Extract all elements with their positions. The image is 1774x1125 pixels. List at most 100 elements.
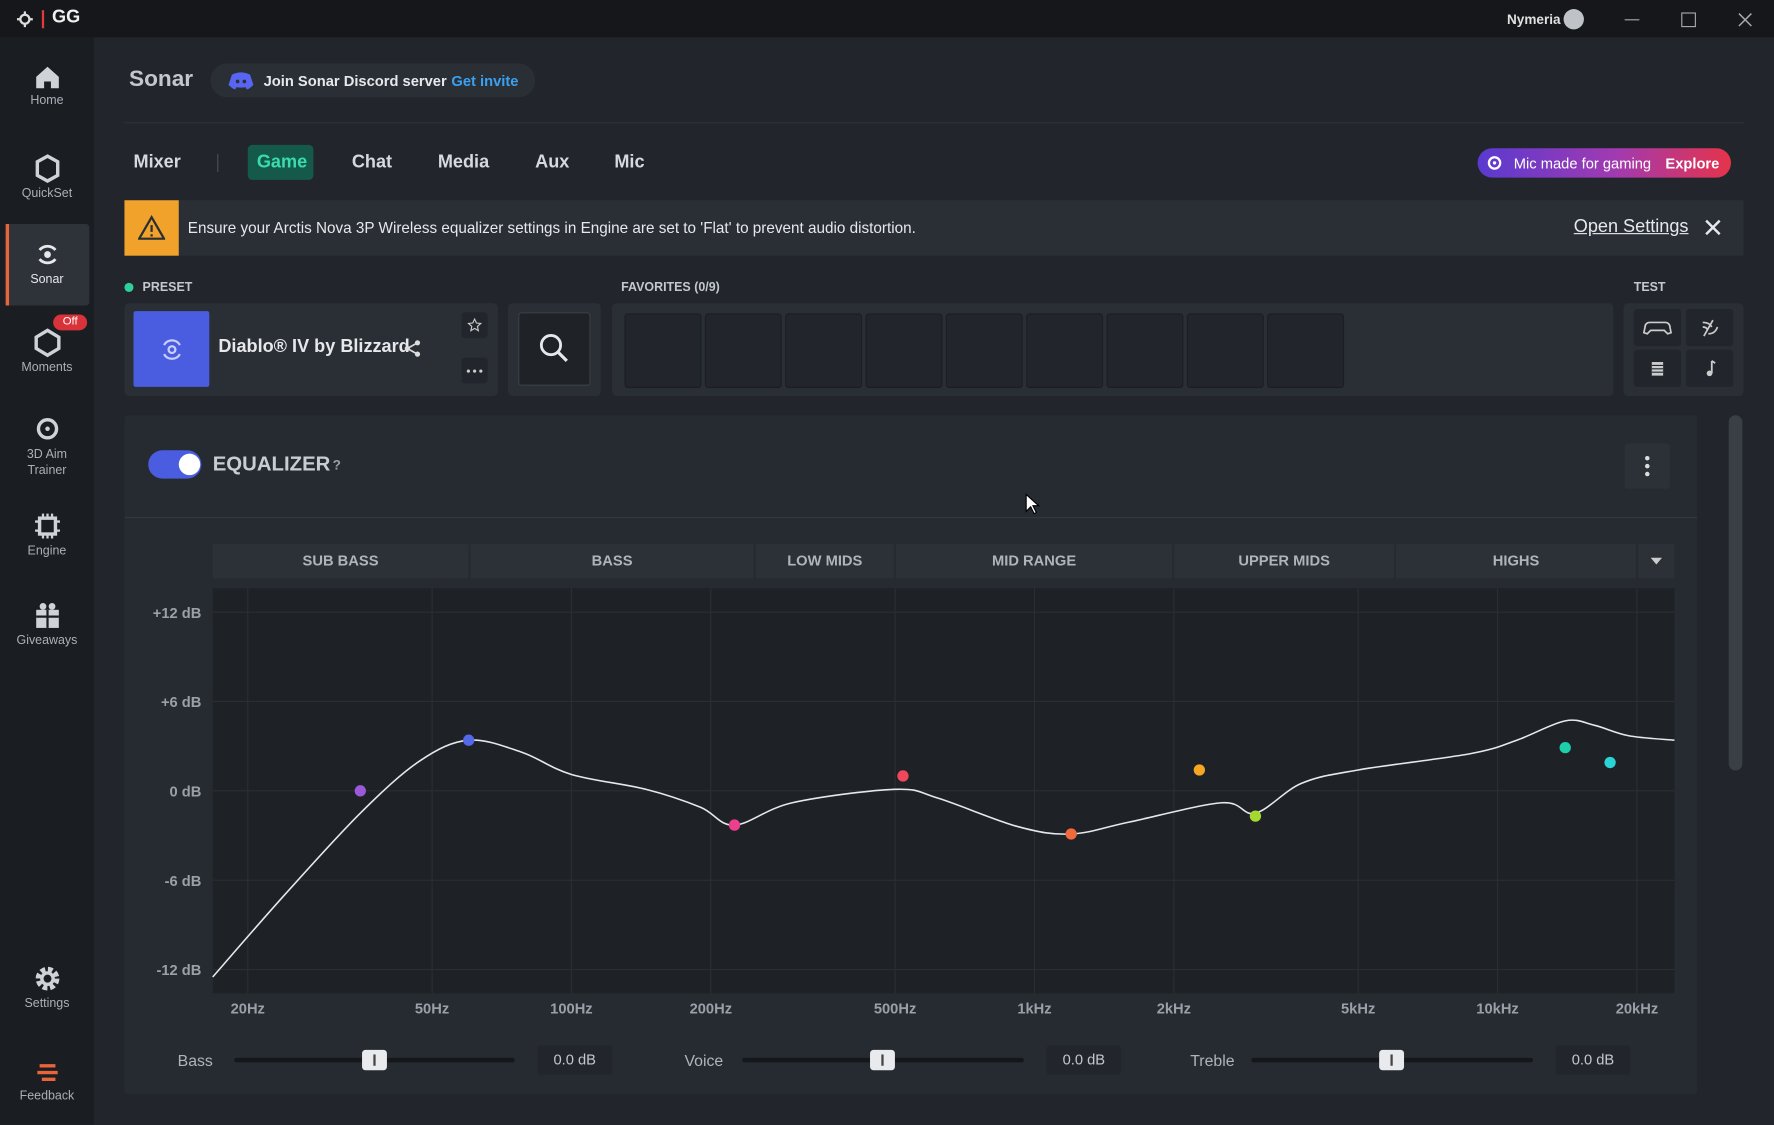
band-header[interactable]: BASS: [470, 544, 754, 579]
close-button[interactable]: [1738, 12, 1753, 27]
slider-value: 0.0 dB: [1555, 1045, 1631, 1075]
favorite-slot[interactable]: [785, 313, 863, 389]
minimize-button[interactable]: [1624, 19, 1640, 21]
nav-label: Settings: [24, 996, 70, 1011]
favorite-slot[interactable]: [704, 313, 782, 389]
eq-menu[interactable]: [1624, 443, 1670, 489]
eq-graph: +12 dB +6 dB 0 dB -6 dB -12 dB 20Hz 50Hz 100Hz 2…: [153, 588, 1675, 1018]
x-tick-label: 50Hz: [415, 1002, 449, 1018]
test-media[interactable]: [1633, 349, 1682, 387]
band-header[interactable]: LOW MIDS: [755, 544, 894, 579]
logo: GG: [52, 7, 81, 28]
app-icon: [16, 11, 33, 28]
nav-label: Sonar: [30, 272, 64, 287]
title-bar: [0, 0, 1774, 38]
nav-giveaways[interactable]: Giveaways: [0, 601, 94, 647]
band-header[interactable]: SUB BASS: [212, 544, 469, 579]
slider-thumb[interactable]: [362, 1049, 387, 1071]
nav-quickset[interactable]: QuickSet: [0, 154, 94, 200]
tab[interactable]: Mixer: [133, 152, 181, 172]
eq-point[interactable]: [897, 770, 909, 782]
nav-label: 3D Aim Trainer: [26, 448, 68, 478]
star-icon: [467, 317, 482, 332]
tab[interactable]: Media: [437, 152, 490, 172]
favorite-slot[interactable]: [1267, 313, 1345, 389]
scrollbar[interactable]: [1728, 415, 1743, 771]
eq-point[interactable]: [463, 734, 475, 746]
discord-icon: [228, 72, 254, 90]
nav-label: Giveaways: [16, 633, 78, 648]
active-indicator: [5, 224, 10, 306]
alert-bar: [124, 200, 1744, 256]
share-icon[interactable]: [404, 339, 422, 357]
tab[interactable]: Aux: [535, 152, 570, 172]
toggle-knob: [178, 453, 201, 476]
nav-home[interactable]: Home: [0, 63, 94, 107]
slider-thumb[interactable]: [1379, 1049, 1405, 1071]
warning-icon: [138, 214, 166, 240]
nav-aim-trainer[interactable]: 3D Aim Trainer: [0, 414, 94, 478]
nav-label: Engine: [27, 544, 67, 558]
favorite-slot[interactable]: [1186, 313, 1264, 389]
nav-settings[interactable]: Settings: [0, 964, 94, 1010]
nav-engine[interactable]: Engine: [0, 511, 94, 558]
promo-pill[interactable]: [1477, 148, 1732, 178]
favorite-slot[interactable]: [1106, 313, 1184, 389]
maximize-button[interactable]: [1681, 12, 1696, 28]
favorite-slot[interactable]: [1026, 313, 1104, 389]
slider-thumb[interactable]: [870, 1049, 895, 1071]
active-nav-bg: [5, 224, 90, 306]
test-music[interactable]: [1685, 349, 1734, 387]
band-header[interactable]: HIGHS: [1396, 544, 1636, 579]
eq-point[interactable]: [1193, 764, 1206, 776]
alert-action[interactable]: Open Settings: [1573, 217, 1689, 237]
eq-point[interactable]: [1559, 741, 1571, 754]
favorite-slot[interactable]: [945, 313, 1023, 389]
x-tick-label: 2kHz: [1157, 1002, 1191, 1018]
divider: [124, 517, 1698, 519]
tab[interactable]: Mic: [614, 152, 645, 172]
band-header[interactable]: UPPER MIDS: [1174, 544, 1394, 579]
slider-label: Bass: [177, 1051, 213, 1070]
favorite-slot[interactable]: [865, 313, 943, 389]
eq-point[interactable]: [354, 785, 366, 797]
nav-label: Home: [30, 93, 64, 108]
badge: Off: [53, 314, 88, 331]
sidebar: [0, 37, 94, 1125]
alert-close[interactable]: [1705, 219, 1721, 236]
favorite-slot[interactable]: [624, 313, 702, 389]
discord-pill[interactable]: [210, 63, 536, 98]
discord-text: Join Sonar Discord server: [263, 72, 447, 90]
favorite-button[interactable]: [461, 312, 488, 339]
tab[interactable]: Chat: [351, 152, 393, 172]
slider-value: 0.0 dB: [537, 1045, 613, 1075]
tab-selected[interactable]: Game: [247, 144, 314, 180]
separator: [41, 10, 45, 29]
eq-point[interactable]: [1065, 828, 1077, 840]
nav-sonar[interactable]: Sonar: [0, 240, 94, 286]
y-tick-label: -6 dB: [165, 874, 202, 890]
preset-icon: [163, 339, 181, 360]
eq-point[interactable]: [728, 819, 741, 831]
nav-moments[interactable]: Moments: [0, 328, 94, 374]
eq-point[interactable]: [1249, 810, 1262, 822]
band-dropdown[interactable]: [1638, 544, 1675, 579]
eq-curve: [212, 719, 1675, 978]
test-game[interactable]: [1633, 308, 1682, 347]
help-icon[interactable]: ?: [332, 457, 341, 473]
invite-link[interactable]: Get invite: [451, 72, 519, 90]
avatar[interactable]: [1563, 9, 1584, 30]
search-button[interactable]: [518, 312, 591, 386]
promo-action[interactable]: Explore: [1665, 154, 1720, 172]
eq-point[interactable]: [1604, 756, 1616, 769]
section-label: TEST: [1633, 280, 1666, 295]
slider-value: 0.0 dB: [1046, 1045, 1122, 1075]
band-header[interactable]: MID RANGE: [896, 544, 1173, 579]
promo-text: Mic made for gaming: [1513, 154, 1652, 172]
nav-feedback[interactable]: Feedback: [0, 1059, 94, 1103]
eq-title: EQUALIZER: [212, 452, 331, 476]
user-name[interactable]: Nymeria: [1506, 11, 1561, 28]
test-chat[interactable]: [1685, 308, 1734, 347]
